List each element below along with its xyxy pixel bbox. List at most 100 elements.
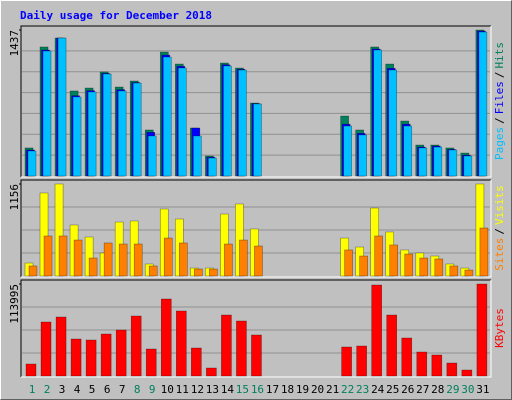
bar [163,237,173,277]
bar [341,346,352,377]
plot-border [21,280,492,378]
plot-border [21,180,492,278]
bar [55,316,67,377]
bar [431,354,443,377]
bar [419,257,429,277]
legend: Pages / Files / Hits [493,42,506,160]
bar [208,157,217,177]
bar [388,69,398,177]
legend-entry: Hits [493,42,506,69]
x-tick-label: 20 [311,383,324,396]
bar [373,49,382,177]
x-tick-label: 14 [221,383,235,396]
bar [206,367,217,377]
bar [42,50,52,177]
legend: Sites / Visits [493,185,506,271]
bar [117,90,127,177]
x-tick-label: 23 [356,383,369,396]
plot-border [21,26,492,178]
bar [358,134,367,177]
bar [145,348,157,377]
bar [446,362,458,377]
bar [100,333,112,377]
x-tick-label: 2 [44,383,51,396]
bar [251,334,262,377]
x-tick-label: 22 [341,383,354,396]
bar [87,91,97,177]
x-tick-label: 9 [149,383,156,396]
bar [160,298,172,377]
bar [115,329,127,377]
bar [178,67,187,177]
bar [344,249,353,277]
legend-entry: Sites [493,238,506,271]
bar [371,284,382,377]
bar [176,310,187,377]
bar [449,265,459,277]
bar [73,239,83,277]
x-tick-label: 10 [161,383,174,396]
bar [28,265,38,277]
bar [118,243,128,277]
x-tick-label: 5 [89,383,96,396]
x-tick-label: 11 [176,383,189,396]
legend: KBytes [493,308,506,348]
bar [102,73,112,177]
bar [133,243,143,277]
bar [223,65,232,177]
bar [162,56,172,177]
y-tick-label: 1437 [8,30,21,57]
bar [25,363,37,377]
x-tick-label: 1 [29,383,36,396]
x-tick-label: 13 [206,383,219,396]
x-tick-label: 8 [134,383,141,396]
bar [386,314,398,377]
bar [224,243,233,277]
bar [238,69,247,177]
bar [343,125,352,177]
x-tick-label: 4 [74,383,81,396]
bar [478,31,488,177]
bar [70,338,82,377]
legend-separator: / [493,72,506,79]
bar [191,347,202,377]
x-tick-label: 27 [416,383,429,396]
bar [193,135,202,177]
x-tick-label: 16 [251,383,264,396]
plot-border [20,179,491,277]
legend-entry: Files [493,81,506,114]
bar [476,283,488,377]
bar [403,125,413,177]
bar [221,314,232,377]
legend-entry: Visits [493,185,506,225]
bar [27,150,37,177]
bar [448,149,458,177]
bar [179,242,188,277]
bar [58,235,68,277]
bar [254,245,263,277]
plot-border [20,279,491,377]
x-tick-label: 3 [59,383,66,396]
x-tick-label: 15 [236,383,249,396]
x-tick-label: 31 [476,383,489,396]
x-tick-label: 21 [326,383,339,396]
plot-border [20,25,491,177]
bar [416,351,428,377]
bar [85,339,97,377]
legend-entry: Pages [493,127,506,160]
bar [147,135,157,177]
bar [132,82,142,177]
bar [461,369,473,377]
bar [374,235,383,277]
bar [103,242,113,277]
bar [40,321,52,377]
x-tick-label: 29 [446,383,459,396]
bar [88,257,98,277]
bar [359,255,368,277]
bar [236,320,247,377]
bar [130,315,142,377]
x-tick-label: 24 [371,383,385,396]
bar [433,146,443,177]
y-tick-label: 113995 [8,284,21,324]
